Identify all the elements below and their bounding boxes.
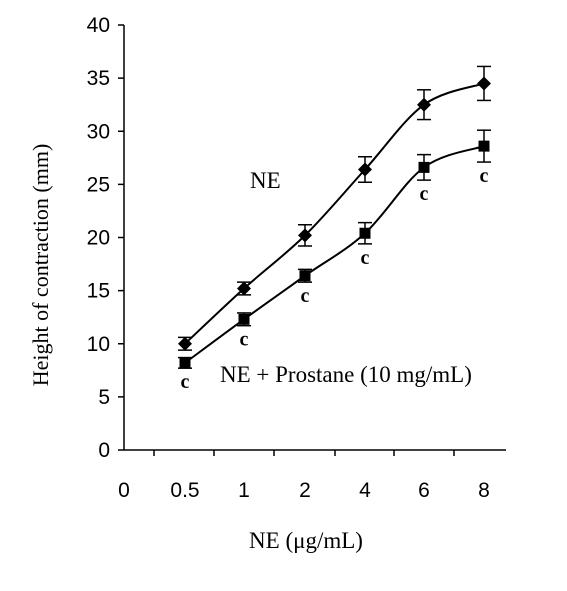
y-tick-label: 20	[87, 227, 110, 250]
data-point-diamond	[417, 97, 431, 112]
x-tick-label: 2	[299, 479, 311, 502]
significance-label: c	[301, 285, 310, 307]
y-tick-label: 35	[87, 67, 110, 90]
series-label-ne-prostane: NE + Prostane (10 mg/mL)	[220, 362, 472, 387]
series-line	[184, 82, 485, 345]
x-tick-label: 0.5	[170, 479, 199, 502]
y-tick-label: 40	[87, 14, 110, 37]
significance-label: c	[361, 247, 370, 269]
y-tick-labels: 0 5 10 15 20 25 30 35 40	[87, 14, 110, 462]
x-tick-label: 1	[238, 479, 250, 502]
data-point-square	[238, 313, 250, 325]
series-group: c c c c c c	[178, 65, 491, 393]
significance-label: c	[181, 371, 190, 393]
y-tick-label: 25	[87, 173, 110, 196]
y-tick-label: 0	[98, 439, 110, 462]
data-point-diamond	[298, 228, 312, 243]
y-tick-label: 10	[87, 333, 110, 356]
series-label-ne: NE	[250, 168, 281, 193]
series-ne	[178, 65, 491, 351]
y-axis-label: Height of contraction (mm)	[28, 144, 53, 387]
series-line	[184, 145, 485, 364]
x-tick-label: 4	[359, 479, 371, 502]
data-point-square	[359, 227, 371, 239]
significance-label: c	[420, 183, 429, 205]
x-axis-label: NE (μg/mL)	[249, 528, 363, 553]
axes	[118, 24, 506, 456]
data-point-diamond	[178, 336, 192, 351]
y-tick-label: 30	[87, 120, 110, 143]
data-point-square	[418, 161, 430, 173]
data-point-square	[179, 357, 191, 369]
data-point-diamond	[477, 76, 491, 91]
x-tick-label: 6	[418, 479, 430, 502]
data-point-diamond	[358, 162, 372, 177]
data-point-diamond	[237, 281, 251, 296]
x-tick-label: 0	[118, 479, 130, 502]
series-ne-prostane: c c c c c c	[178, 129, 491, 393]
x-tick-labels: 0 0.5 1 2 4 6 8	[118, 479, 490, 502]
data-point-square	[478, 140, 490, 152]
data-point-square	[299, 270, 311, 282]
significance-label: c	[480, 165, 489, 187]
x-tick-label: 8	[478, 479, 490, 502]
y-tick-label: 15	[87, 280, 110, 303]
y-tick-label: 5	[98, 386, 110, 409]
significance-label: c	[240, 329, 249, 351]
